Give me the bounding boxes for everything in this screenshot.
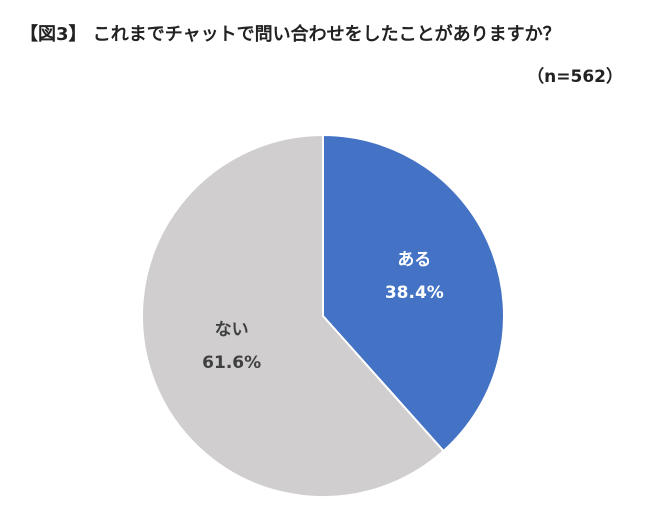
chart-title: 【図3】 これまでチャットで問い合わせをしたことがありますか？ — [20, 24, 561, 45]
slice-value-label-0: 38.4% — [385, 283, 444, 303]
sample-size-note: （n=562） — [527, 67, 623, 87]
pie-slice-1 — [141, 133, 445, 498]
pie-slice-0 — [322, 133, 505, 453]
slice-category-label-1: ない — [215, 320, 249, 340]
slice-category-label-0: ある — [397, 250, 431, 270]
slice-value-label-1: 61.6% — [202, 353, 261, 373]
